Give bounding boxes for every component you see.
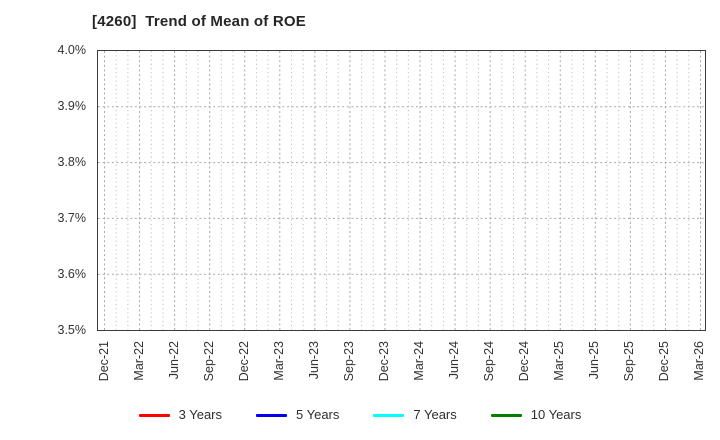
legend-item-label: 3 Years: [178, 407, 222, 422]
x-tick-label: Sep-24: [481, 341, 496, 382]
x-tick-label: Jun-23: [306, 341, 321, 380]
legend-item-10-years: 10 Years: [490, 407, 582, 422]
plot-area: [97, 50, 706, 331]
y-tick-label: 3.5%: [57, 322, 87, 337]
x-tick-label: Jun-24: [446, 341, 461, 380]
x-tick-label: Dec-25: [656, 341, 671, 382]
chart-title: [4260] Trend of Mean of ROE: [92, 13, 306, 30]
legend-line-swatch: [490, 413, 522, 417]
x-tick-label: Dec-23: [376, 341, 391, 382]
y-tick-label: 4.0%: [57, 43, 87, 57]
x-tick-label: Mar-25: [551, 341, 566, 381]
legend-line-swatch: [138, 413, 170, 417]
y-tick-label: 3.7%: [57, 210, 87, 225]
legend-item-label: 5 Years: [296, 407, 340, 422]
x-tick-label: Mar-22: [131, 341, 146, 381]
x-tick-label: Jun-22: [166, 341, 181, 380]
x-tick-label: Sep-25: [621, 341, 636, 382]
x-tick-label: Jun-25: [586, 341, 601, 380]
x-tick-label: Sep-23: [341, 341, 356, 382]
y-tick-label: 3.8%: [57, 154, 87, 169]
x-tick-label: Sep-22: [201, 341, 216, 382]
x-tick-label: Dec-24: [516, 341, 531, 382]
legend-line-swatch: [256, 413, 287, 417]
x-tick-label: Dec-21: [96, 341, 111, 382]
y-tick-label: 3.6%: [57, 266, 87, 281]
y-tick-label: 3.9%: [57, 98, 87, 113]
legend: 3 Years 5 Years 7 Years 10 Years: [0, 404, 720, 426]
x-tick-label: Mar-26: [691, 341, 706, 381]
x-tick-label: Dec-22: [236, 341, 251, 382]
gridlines: [98, 51, 705, 330]
legend-item-label: 7 Years: [413, 407, 457, 422]
legend-item-5-years: 5 Years: [256, 408, 339, 422]
legend-line-swatch: [373, 413, 405, 417]
x-tick-label: Mar-23: [271, 341, 286, 381]
legend-item-7-years: 7 Years: [373, 407, 457, 422]
x-tick-label: Mar-24: [411, 341, 426, 381]
legend-item-3-years: 3 Years: [138, 407, 222, 422]
legend-item-label: 10 Years: [530, 407, 582, 422]
